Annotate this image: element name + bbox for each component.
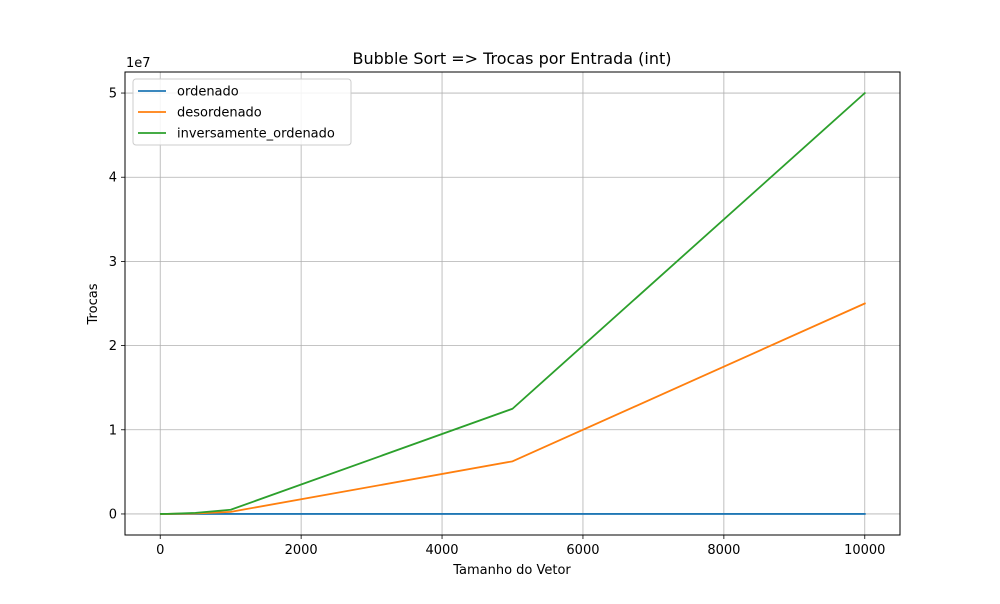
x-tick-label: 6000: [566, 543, 599, 558]
series-layer: [160, 91, 867, 515]
legend: ordenado desordenado inversamente_ordenado: [132, 78, 352, 146]
y-tick-label: 0: [109, 507, 117, 522]
y-axis: 0 1 2 3 4 5: [109, 87, 125, 522]
chart-title: Bubble Sort => Trocas por Entrada (int): [353, 49, 672, 68]
x-tick-label: 0: [156, 543, 164, 558]
y-tick-label: 3: [109, 255, 117, 270]
x-tick-label: 4000: [425, 543, 458, 558]
x-tick-label: 2000: [285, 543, 318, 558]
y-tick-label: 2: [109, 339, 117, 354]
legend-label-inversamente_ordenado: inversamente_ordenado: [177, 127, 335, 142]
series-line-inversamente_ordenado: [160, 91, 867, 515]
x-tick-label: 8000: [707, 543, 740, 558]
plot-frame: [124, 71, 901, 536]
legend-label-ordenado: ordenado: [177, 85, 239, 100]
y-tick-label: 1: [109, 423, 117, 438]
x-axis: 0 2000 4000 6000 8000 10000: [156, 535, 885, 558]
x-tick-label: 10000: [844, 543, 885, 558]
y-offset-label: 1e7: [126, 56, 151, 71]
y-axis-label: Trocas: [86, 283, 101, 325]
y-tick-label: 4: [109, 171, 117, 186]
x-axis-label: Tamanho do Vetor: [452, 563, 571, 578]
legend-label-desordenado: desordenado: [177, 106, 262, 121]
legend-box: [132, 78, 352, 146]
y-tick-label: 5: [109, 87, 117, 102]
